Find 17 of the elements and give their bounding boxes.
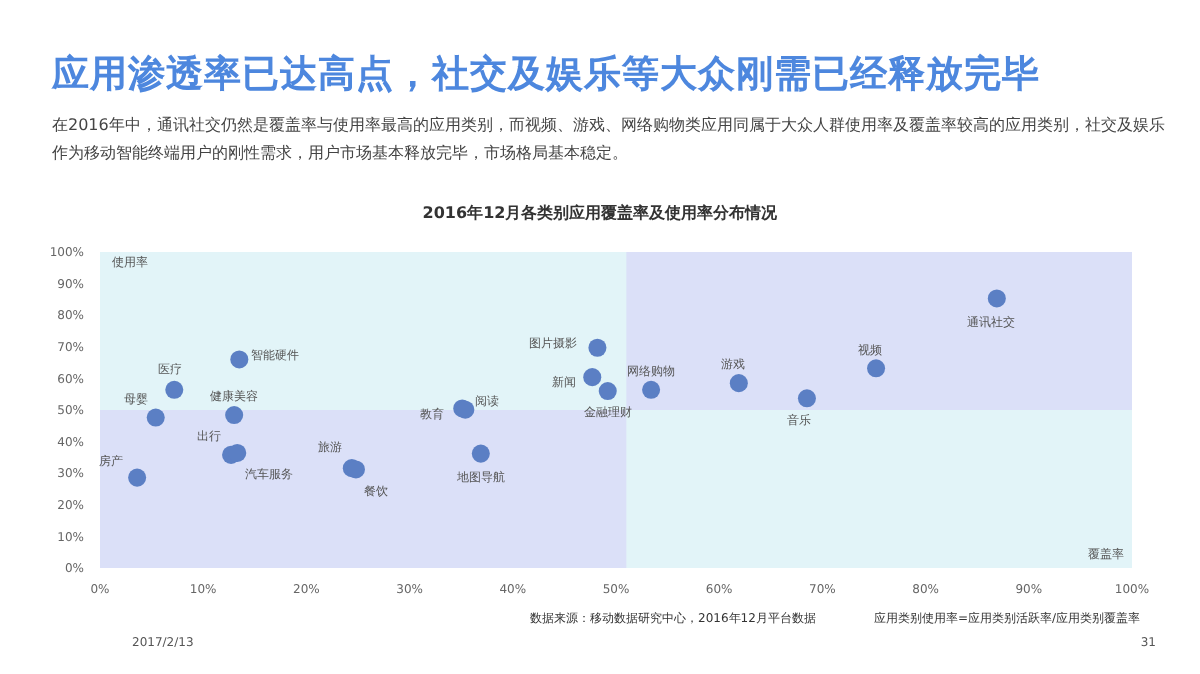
- point: [128, 468, 147, 487]
- point: [230, 350, 249, 369]
- chart-title: 应用渗透率已达高点，社交及娱乐等大众刚需已经释放完毕: [52, 51, 1040, 98]
- point: [146, 408, 165, 427]
- point: [987, 289, 1006, 308]
- point: [588, 338, 607, 357]
- point: [642, 380, 661, 399]
- point: [165, 380, 184, 399]
- point: [729, 374, 748, 393]
- point: [225, 406, 244, 425]
- point: [471, 444, 490, 463]
- point: [583, 368, 602, 387]
- point: [797, 389, 816, 408]
- chart-subtitle: 在2016年中，通讯社交仍然是覆盖率与使用率最高的应用类别，而视频、游戏、网络购物类应用同属于大众人群使用率及覆盖率较高的应用类别，社交及娱乐作为移动智能终端用户的刚性需求，用户市场基本释放完毕，市场格局基本稳定。: [52, 114, 1167, 166]
- text: 2016年12月各类别应用覆盖率及使用率分布情况: [420, 202, 780, 224]
- point: [598, 382, 617, 401]
- point: [867, 359, 886, 378]
